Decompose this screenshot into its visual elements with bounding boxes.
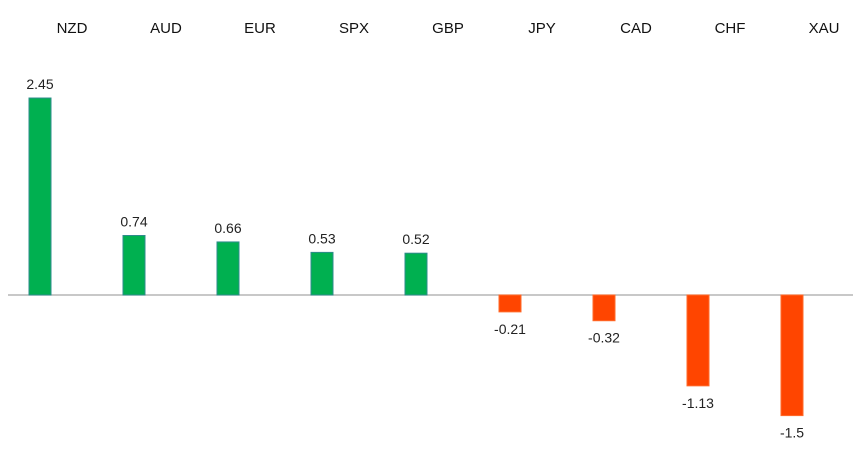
category-label-cad: CAD	[620, 20, 652, 37]
value-label-eur: 0.66	[214, 220, 241, 236]
category-label-gbp: GBP	[432, 20, 464, 37]
bar-jpy	[498, 294, 522, 313]
value-label-nzd: 2.45	[26, 76, 53, 92]
value-label-xau: -1.5	[780, 425, 804, 441]
value-label-aud: 0.74	[120, 214, 147, 230]
category-label-aud: AUD	[150, 20, 182, 37]
value-label-cad: -0.32	[588, 330, 620, 346]
value-label-jpy: -0.21	[494, 321, 526, 337]
bar-aud	[122, 235, 146, 296]
value-labels: 2.45 0.74 0.66 0.53 0.52 -0.21 -0.32 -1.13 -1.5	[26, 76, 804, 441]
bars-layer	[28, 97, 804, 417]
bar-nzd	[28, 97, 52, 296]
category-label-nzd: NZD	[57, 20, 88, 37]
value-label-spx: 0.53	[308, 230, 335, 246]
bar-spx	[310, 251, 334, 296]
value-label-gbp: 0.52	[402, 231, 429, 247]
bar-eur	[216, 241, 240, 296]
category-label-chf: CHF	[715, 20, 746, 37]
bar-cad	[592, 294, 616, 322]
category-label-xau: XAU	[809, 20, 840, 37]
category-labels: NZD AUD EUR SPX GBP JPY CAD CHF XAU	[57, 20, 840, 37]
bar-xau	[780, 294, 804, 417]
category-label-jpy: JPY	[528, 20, 556, 37]
category-label-eur: EUR	[244, 20, 276, 37]
category-label-spx: SPX	[339, 20, 369, 37]
value-label-chf: -1.13	[682, 395, 714, 411]
bar-chf	[686, 294, 710, 387]
bar-gbp	[404, 252, 428, 296]
